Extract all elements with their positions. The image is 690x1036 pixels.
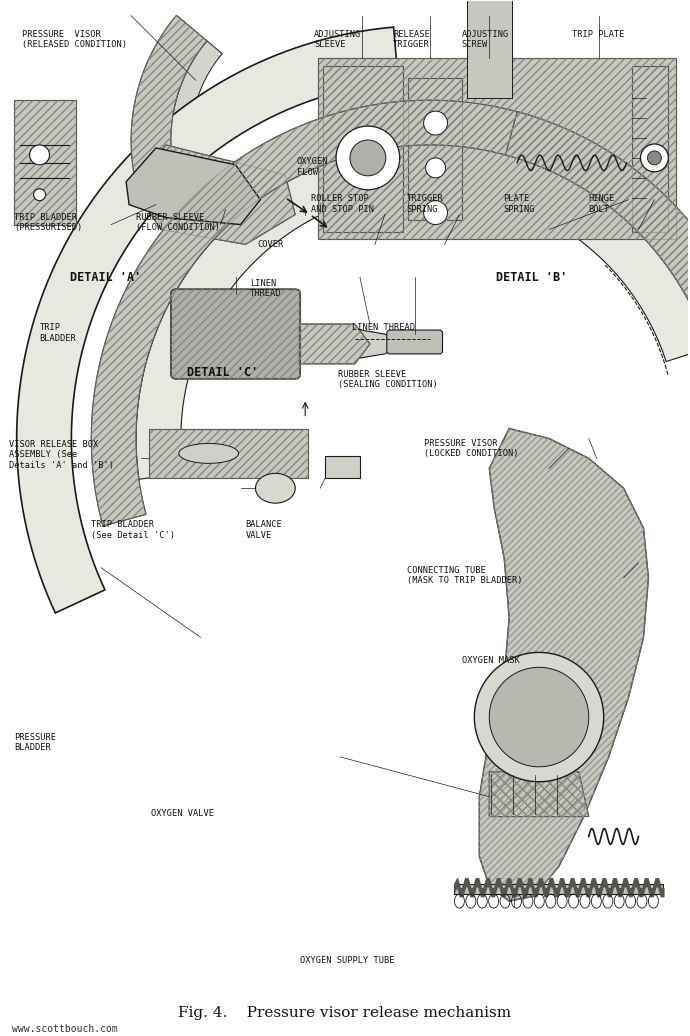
Circle shape <box>424 201 448 225</box>
Text: OXYGEN
FLOW: OXYGEN FLOW <box>297 157 328 177</box>
Polygon shape <box>298 324 370 364</box>
Text: HINGE
BOLT: HINGE BOLT <box>589 195 615 213</box>
Polygon shape <box>19 110 70 218</box>
Polygon shape <box>330 74 662 225</box>
Ellipse shape <box>179 443 239 463</box>
Polygon shape <box>489 772 589 816</box>
Text: TRIP
BLADDER: TRIP BLADDER <box>39 323 77 343</box>
Text: www.scottbouch.com: www.scottbouch.com <box>12 1024 117 1034</box>
Polygon shape <box>506 112 690 363</box>
Circle shape <box>426 157 446 178</box>
Polygon shape <box>136 145 690 480</box>
Text: TRIP BLADDER
(See Detail 'C'): TRIP BLADDER (See Detail 'C') <box>91 520 175 540</box>
Polygon shape <box>171 40 222 193</box>
Polygon shape <box>131 145 295 244</box>
Circle shape <box>647 151 662 165</box>
Bar <box>467 0 512 98</box>
Polygon shape <box>631 66 669 231</box>
Circle shape <box>350 140 386 176</box>
Text: OXYGEN SUPPLY TUBE: OXYGEN SUPPLY TUBE <box>300 956 395 966</box>
Polygon shape <box>149 429 308 479</box>
Text: ADJUSTING
SCREW: ADJUSTING SCREW <box>462 30 509 49</box>
Polygon shape <box>323 66 403 231</box>
Circle shape <box>336 126 400 190</box>
Polygon shape <box>131 16 207 206</box>
Text: LINEN THREAD: LINEN THREAD <box>352 323 415 333</box>
Ellipse shape <box>255 473 295 503</box>
Text: DETAIL 'C': DETAIL 'C' <box>187 366 258 378</box>
Text: PRESSURE
BLADDER: PRESSURE BLADDER <box>14 732 56 752</box>
Text: PRESSURE  VISOR
(RELEASED CONDITION): PRESSURE VISOR (RELEASED CONDITION) <box>22 30 128 49</box>
Polygon shape <box>91 100 690 526</box>
Text: RUBBER SLEEVE
(FLOW CONDITION): RUBBER SLEEVE (FLOW CONDITION) <box>136 213 219 232</box>
Text: RUBBER SLEEVE
(SEALING CONDITION): RUBBER SLEEVE (SEALING CONDITION) <box>338 370 438 390</box>
Text: VISOR RELEASE BOX
ASSEMBLY (See
Details 'A' and 'B'): VISOR RELEASE BOX ASSEMBLY (See Details … <box>8 440 114 469</box>
Text: ROLLER STOP
AND STOP PIN: ROLLER STOP AND STOP PIN <box>310 195 374 213</box>
Polygon shape <box>480 429 649 901</box>
Text: Fig. 4.    Pressure visor release mechanism: Fig. 4. Pressure visor release mechanism <box>179 1006 511 1019</box>
Polygon shape <box>126 148 260 225</box>
Polygon shape <box>408 79 462 220</box>
FancyBboxPatch shape <box>387 330 442 354</box>
Bar <box>325 457 360 479</box>
Text: OXYGEN MASK: OXYGEN MASK <box>462 656 520 665</box>
Circle shape <box>474 653 604 782</box>
FancyBboxPatch shape <box>171 289 300 379</box>
Polygon shape <box>17 27 398 613</box>
Circle shape <box>424 111 448 135</box>
Text: TRIP BLADDER
(PRESSURISED): TRIP BLADDER (PRESSURISED) <box>14 213 82 232</box>
Polygon shape <box>14 100 77 225</box>
Text: TRIP PLATE: TRIP PLATE <box>571 30 624 38</box>
Circle shape <box>640 144 669 172</box>
Text: DETAIL 'B': DETAIL 'B' <box>496 270 567 284</box>
Polygon shape <box>355 329 405 358</box>
Text: LINEN
THREAD: LINEN THREAD <box>250 279 282 298</box>
Text: PLATE
SPRING: PLATE SPRING <box>503 195 534 213</box>
Circle shape <box>489 667 589 767</box>
Text: DETAIL 'A': DETAIL 'A' <box>70 270 141 284</box>
Text: PRESSURE VISOR
(LOCKED CONDITION): PRESSURE VISOR (LOCKED CONDITION) <box>424 439 518 458</box>
Text: RELEASE
TRIGGER: RELEASE TRIGGER <box>393 30 430 49</box>
Text: CONNECTING TUBE
(MASK TO TRIP BLADDER): CONNECTING TUBE (MASK TO TRIP BLADDER) <box>407 566 522 585</box>
Text: TRIGGER
SPRING: TRIGGER SPRING <box>407 195 444 213</box>
Text: ADJUSTING
SLEEVE: ADJUSTING SLEEVE <box>314 30 362 49</box>
Text: BALANCE
VALVE: BALANCE VALVE <box>246 520 282 540</box>
Text: OXYGEN VALVE: OXYGEN VALVE <box>151 809 215 817</box>
Bar <box>455 884 663 894</box>
Circle shape <box>30 145 50 165</box>
Text: COVER: COVER <box>258 239 284 249</box>
Polygon shape <box>318 58 676 239</box>
Polygon shape <box>157 438 300 468</box>
Circle shape <box>34 189 46 201</box>
